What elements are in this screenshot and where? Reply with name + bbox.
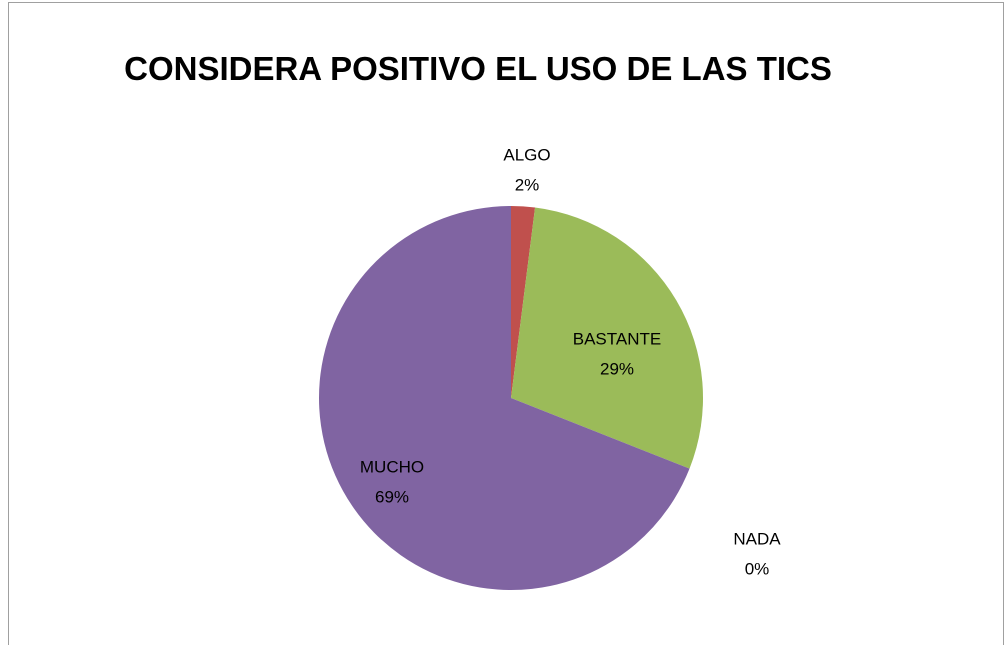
data-label-value: 69% xyxy=(375,487,409,506)
chart-frame xyxy=(8,2,1004,645)
data-label-name: MUCHO xyxy=(360,457,424,476)
chart-title: CONSIDERA POSITIVO EL USO DE LAS TICS xyxy=(124,50,832,87)
data-label-value: 29% xyxy=(600,359,634,378)
data-label-value: 2% xyxy=(515,175,540,194)
data-label-name: ALGO xyxy=(503,145,550,164)
pie-slice xyxy=(511,207,703,469)
pie-slice xyxy=(511,206,536,398)
data-label-name: BASTANTE xyxy=(573,329,661,348)
data-label-name: NADA xyxy=(733,529,781,548)
data-label-value: 0% xyxy=(745,559,770,578)
pie-slice xyxy=(319,206,690,590)
